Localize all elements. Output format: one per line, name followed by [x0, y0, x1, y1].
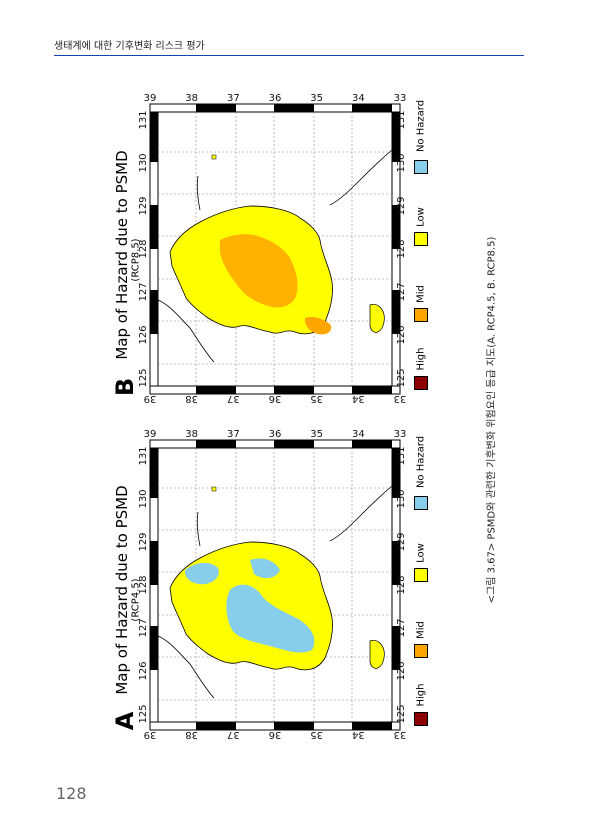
map-a-lat-tick-bottom: 38 [185, 729, 198, 740]
map-a-lon-tick-right: 130 [396, 489, 407, 508]
legend-mid-label: Mid [415, 285, 427, 303]
map-a-lon-tick-right: 126 [396, 661, 407, 680]
legend-low-swatch [414, 232, 428, 246]
map-a-lon-tick-left: 125 [138, 704, 149, 723]
map-a-lat-tick-top: 34 [352, 429, 365, 440]
map-b-lon-tick-left: 126 [138, 325, 149, 344]
map-a-lon-tick-right: 125 [396, 704, 407, 723]
legend-high-label: High [415, 347, 427, 371]
map-b-lat-tick-bottom: 34 [352, 393, 365, 404]
map-b-lat-tick-bottom: 38 [185, 393, 198, 404]
legend-high-swatch [414, 376, 428, 390]
map-a-lat-tick-top: 33 [394, 429, 407, 440]
map-a-scenario: (RCP4.5) [130, 578, 142, 622]
legend-low-label: Low [415, 207, 427, 227]
map-a-lon-tick-right: 128 [396, 575, 407, 594]
map-a [149, 439, 401, 731]
legend-nohazard-label: No Hazard [415, 435, 427, 489]
map-a-lon-tick-left: 131 [138, 446, 149, 465]
legend-nohazard-label: No Hazard [415, 99, 427, 153]
map-b-lon-tick-right: 127 [396, 282, 407, 301]
map-a-lat-tick-top: 38 [185, 429, 198, 440]
map-b-legend: No Hazard Low Mid High [410, 100, 432, 400]
map-a-lon-tick-left: 130 [138, 489, 149, 508]
map-a-lon-tick-left: 126 [138, 661, 149, 680]
legend-mid-label: Mid [415, 621, 427, 639]
map-b-lon-tick-left: 130 [138, 153, 149, 172]
header-rule [54, 55, 524, 56]
map-b-lon-tick-right: 131 [396, 110, 407, 129]
map-a-lon-tick-left: 129 [138, 532, 149, 551]
map-a-lat-tick-bottom: 39 [144, 729, 157, 740]
map-b-lon-tick-left: 125 [138, 368, 149, 387]
map-b-lat-tick-top: 39 [144, 93, 157, 104]
map-a-lat-tick-top: 39 [144, 429, 157, 440]
map-b-lon-tick-left: 131 [138, 110, 149, 129]
legend-nohazard-swatch [414, 160, 428, 174]
map-b-letter: B [111, 377, 139, 397]
figure-caption: <그림 3.67> PSMD와 관련한 기후변화 위험요인 등급 지도(A. R… [486, 236, 498, 604]
running-header: 생태계에 대한 기후변화 리스크 평가 [54, 41, 205, 52]
legend-mid-swatch [414, 308, 428, 322]
map-a-lat-tick-top: 35 [310, 429, 323, 440]
map-a-lon-tick-left: 127 [138, 618, 149, 637]
map-b-lat-tick-top: 38 [185, 93, 198, 104]
map-a-lon-tick-left: 128 [138, 575, 149, 594]
map-b-lon-tick-left: 127 [138, 282, 149, 301]
map-a-lat-tick-bottom: 33 [394, 729, 407, 740]
legend-high-swatch [414, 712, 428, 726]
map-b-lon-tick-right: 125 [396, 368, 407, 387]
map-b-lat-tick-top: 36 [269, 93, 282, 104]
map-b-lat-tick-bottom: 35 [310, 393, 323, 404]
map-a-lon-tick-right: 129 [396, 532, 407, 551]
map-b-lon-tick-right: 128 [396, 239, 407, 258]
map-b-lon-tick-left: 128 [138, 239, 149, 258]
map-a-lat-tick-bottom: 36 [269, 729, 282, 740]
map-b-lon-tick-right: 130 [396, 153, 407, 172]
legend-low-swatch [414, 568, 428, 582]
map-a-lat-tick-top: 36 [269, 429, 282, 440]
map-b-lat-tick-top: 33 [394, 93, 407, 104]
map-b-lat-tick-top: 35 [310, 93, 323, 104]
page-number: 128 [56, 784, 87, 803]
map-b [149, 103, 401, 395]
map-a-lon-tick-right: 127 [396, 618, 407, 637]
legend-mid-swatch [414, 644, 428, 658]
map-a-letter: A [111, 711, 139, 731]
legend-high-label: High [415, 683, 427, 707]
map-b-lon-tick-left: 129 [138, 196, 149, 215]
map-a-lat-tick-bottom: 34 [352, 729, 365, 740]
map-b-scenario: (RCP8.5) [130, 238, 142, 282]
map-a-lon-tick-right: 131 [396, 446, 407, 465]
map-b-lon-tick-right: 129 [396, 196, 407, 215]
map-b-lat-tick-bottom: 39 [144, 393, 157, 404]
legend-nohazard-swatch [414, 496, 428, 510]
map-b-lat-tick-bottom: 37 [227, 393, 240, 404]
map-a-lat-tick-bottom: 35 [310, 729, 323, 740]
map-b-lat-tick-top: 34 [352, 93, 365, 104]
map-b-lat-tick-bottom: 36 [269, 393, 282, 404]
map-a-lat-tick-top: 37 [227, 429, 240, 440]
map-a-lat-tick-bottom: 37 [227, 729, 240, 740]
map-b-lat-tick-bottom: 33 [394, 393, 407, 404]
map-b-lon-tick-right: 126 [396, 325, 407, 344]
map-a-legend: No Hazard Low Mid High [410, 436, 432, 736]
map-b-lat-tick-top: 37 [227, 93, 240, 104]
legend-low-label: Low [415, 543, 427, 563]
